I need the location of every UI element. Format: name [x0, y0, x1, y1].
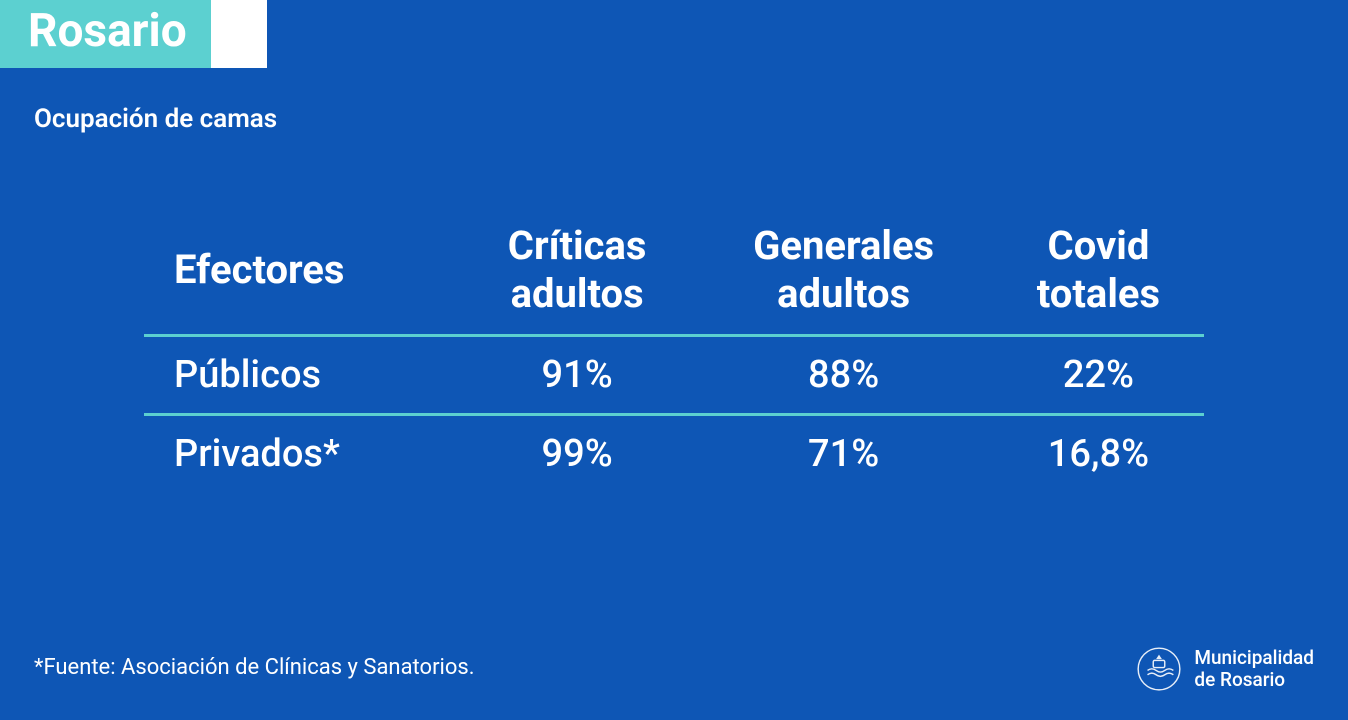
col-header-line: adultos: [511, 270, 644, 317]
col-header-line: totales: [1037, 270, 1160, 317]
table-row: Privados* 99% 71% 16,8%: [144, 415, 1204, 493]
brand-text: Municipalidad de Rosario: [1194, 647, 1314, 691]
cell-value: 88%: [694, 336, 993, 414]
cell-value: 91%: [460, 336, 694, 414]
col-header-criticas: Críticas adultos: [460, 206, 694, 334]
row-label-privados: Privados*: [144, 415, 460, 493]
footer-brand: Municipalidad de Rosario: [1136, 646, 1314, 692]
row-label-publicos: Públicos: [144, 336, 460, 414]
cell-value: 22%: [993, 336, 1204, 414]
title-banner: Rosario: [0, 0, 267, 68]
footnote: *Fuente: Asociación de Clínicas y Sanato…: [34, 655, 475, 680]
col-header-line: Covid: [1048, 222, 1150, 269]
table-row: Públicos 91% 88% 22%: [144, 336, 1204, 414]
col-header-generales: Generales adultos: [694, 206, 993, 334]
col-header-line: Generales: [753, 222, 934, 269]
cell-value: 99%: [460, 415, 694, 493]
brand-line: de Rosario: [1194, 669, 1314, 691]
brand-line: Municipalidad: [1194, 647, 1314, 669]
page-subtitle: Ocupación de camas: [34, 104, 277, 134]
table-header-row: Efectores Críticas adultos Generales adu…: [144, 206, 1204, 334]
cell-value: 16,8%: [993, 415, 1204, 493]
col-header-line: Críticas: [508, 222, 647, 269]
occupancy-table: Efectores Críticas adultos Generales adu…: [144, 206, 1204, 492]
col-header-efectores: Efectores: [144, 206, 460, 334]
col-header-covid: Covid totales: [993, 206, 1204, 334]
title-banner-side: [211, 0, 267, 68]
page-title: Rosario: [0, 0, 211, 68]
col-header-line: adultos: [777, 270, 910, 317]
cell-value: 71%: [694, 415, 993, 493]
municipal-crest-icon: [1136, 646, 1182, 692]
